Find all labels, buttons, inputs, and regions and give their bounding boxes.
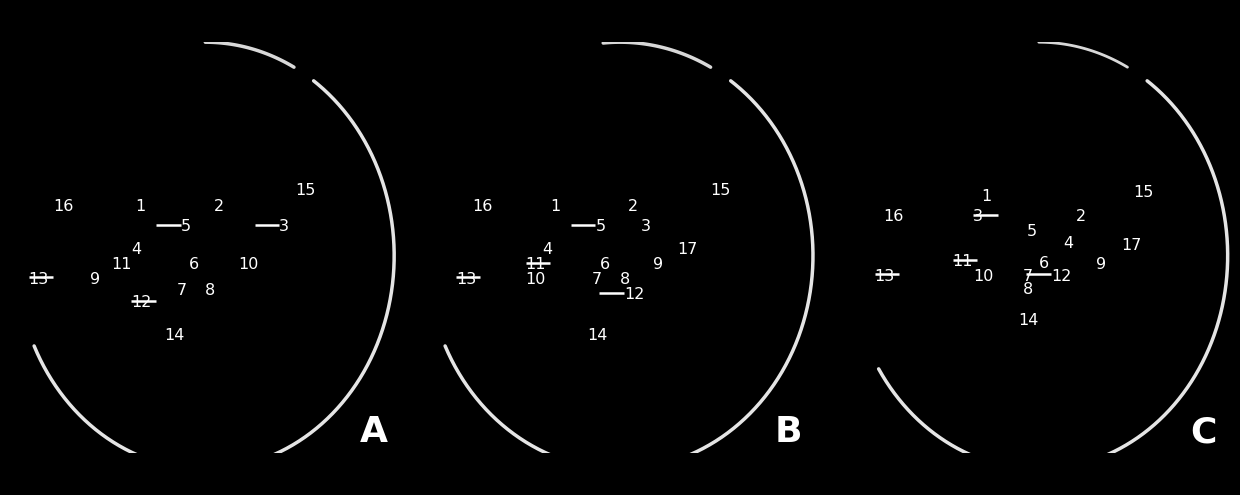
- Text: 14: 14: [1018, 313, 1039, 328]
- Text: 13: 13: [874, 269, 895, 284]
- Text: 6: 6: [188, 257, 198, 272]
- Text: 17: 17: [677, 242, 698, 257]
- Text: 7: 7: [1023, 269, 1033, 284]
- Text: 12: 12: [1052, 269, 1071, 284]
- Text: 4: 4: [1064, 236, 1074, 251]
- Text: 11: 11: [952, 254, 973, 269]
- Text: 13: 13: [456, 272, 476, 287]
- Text: 15: 15: [295, 183, 316, 198]
- Text: 9: 9: [1096, 257, 1106, 272]
- Text: 10: 10: [526, 272, 546, 287]
- Text: 4: 4: [131, 242, 141, 257]
- Text: 3: 3: [973, 209, 983, 224]
- Text: 13: 13: [29, 272, 50, 287]
- Text: 9: 9: [91, 272, 100, 287]
- Text: 5: 5: [181, 219, 191, 235]
- Text: 12: 12: [624, 287, 645, 302]
- Text: 2: 2: [629, 199, 639, 214]
- Text: 16: 16: [53, 199, 73, 214]
- Text: 11: 11: [526, 257, 546, 272]
- Text: A: A: [360, 415, 388, 449]
- Text: 15: 15: [711, 183, 730, 198]
- Text: 2: 2: [1076, 209, 1086, 224]
- Text: 5: 5: [1027, 224, 1037, 239]
- Text: 3: 3: [279, 219, 289, 235]
- Text: 15: 15: [1133, 185, 1153, 199]
- Text: 1: 1: [551, 199, 560, 214]
- Text: 14: 14: [164, 328, 185, 343]
- Text: 6: 6: [599, 257, 610, 272]
- Text: B: B: [775, 415, 802, 449]
- Text: 1: 1: [981, 189, 992, 203]
- Text: 12: 12: [131, 296, 151, 310]
- Text: 16: 16: [883, 209, 903, 224]
- Text: 3: 3: [641, 219, 651, 235]
- Text: 7: 7: [176, 283, 187, 298]
- Text: 2: 2: [213, 199, 223, 214]
- Text: 8: 8: [206, 283, 216, 298]
- Text: 16: 16: [472, 199, 492, 214]
- Text: 6: 6: [1039, 256, 1049, 271]
- Text: 11: 11: [110, 257, 131, 272]
- Text: 9: 9: [652, 257, 663, 272]
- Text: 4: 4: [542, 242, 552, 257]
- Text: 10: 10: [238, 257, 258, 272]
- Text: C: C: [1190, 415, 1216, 449]
- Text: 17: 17: [1121, 238, 1141, 253]
- Text: 14: 14: [588, 328, 608, 343]
- Text: 8: 8: [620, 272, 630, 287]
- Text: 8: 8: [1023, 282, 1033, 297]
- Text: 7: 7: [591, 272, 601, 287]
- Text: 1: 1: [135, 199, 146, 214]
- Text: 5: 5: [595, 219, 605, 235]
- Text: 10: 10: [973, 269, 993, 284]
